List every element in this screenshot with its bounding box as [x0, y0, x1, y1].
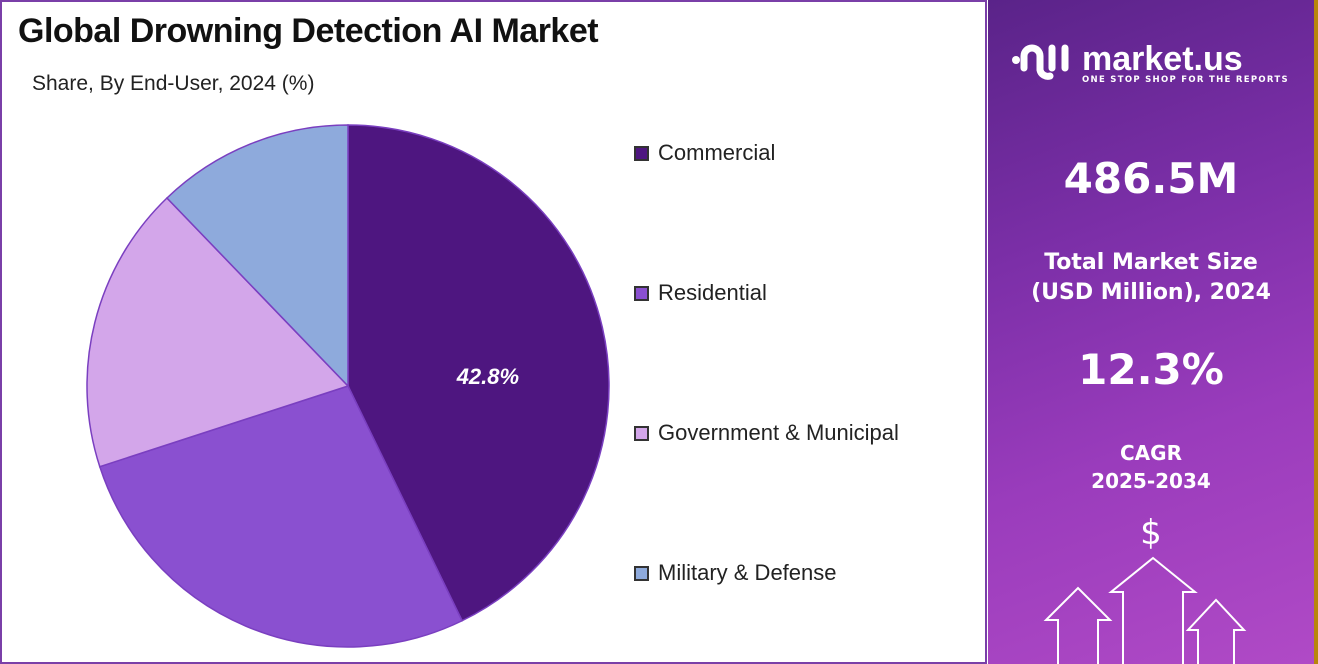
legend-swatch	[634, 145, 649, 161]
brand-tagline: ONE STOP SHOP FOR THE REPORTS	[1082, 74, 1289, 85]
cagr-period: 2025-2034	[1091, 469, 1211, 493]
brand-logo: market.us ONE STOP SHOP FOR THE REPORTS	[1010, 34, 1289, 93]
cagr-value: 12.3%	[1078, 345, 1224, 394]
legend-label: Commercial	[658, 140, 776, 165]
chart-title: Global Drowning Detection AI Market	[18, 12, 599, 50]
pie-slice-commercial	[347, 124, 610, 622]
pie-slice-military-defense	[165, 124, 349, 388]
pie-slice-residential	[98, 385, 464, 648]
growth-arrows-icon	[1043, 556, 1247, 664]
chart-panel: Global Drowning Detection AI Market Shar…	[0, 0, 987, 664]
legend-swatch	[634, 565, 649, 581]
data-label: 42.8%	[456, 364, 519, 389]
pie-chart: 42.8%	[86, 124, 610, 648]
legend-label: Government & Municipal	[658, 420, 899, 445]
brand-name: market.us	[1082, 39, 1243, 78]
legend-item: Residential	[634, 280, 767, 306]
legend-swatch	[634, 285, 649, 301]
market-size-label: Total Market Size	[1044, 250, 1258, 275]
cagr-label: CAGR	[1120, 441, 1182, 465]
legend-label: Residential	[658, 280, 767, 305]
legend-item: Military & Defense	[634, 560, 837, 586]
legend-label: Military & Defense	[658, 560, 837, 585]
logo-mark-icon	[1010, 34, 1072, 93]
pie-slice-government-municipal	[86, 196, 350, 468]
legend-item: Commercial	[634, 140, 775, 166]
chart-subtitle: Share, By End-User, 2024 (%)	[32, 72, 315, 95]
dollar-icon: $	[1140, 513, 1162, 553]
legend-swatch	[634, 425, 649, 441]
market-size-label-2: (USD Million), 2024	[1031, 280, 1271, 305]
legend-item: Government & Municipal	[634, 420, 899, 446]
summary-panel: market.us ONE STOP SHOP FOR THE REPORTS …	[988, 0, 1318, 664]
market-size-value: 486.5M	[1063, 154, 1239, 203]
